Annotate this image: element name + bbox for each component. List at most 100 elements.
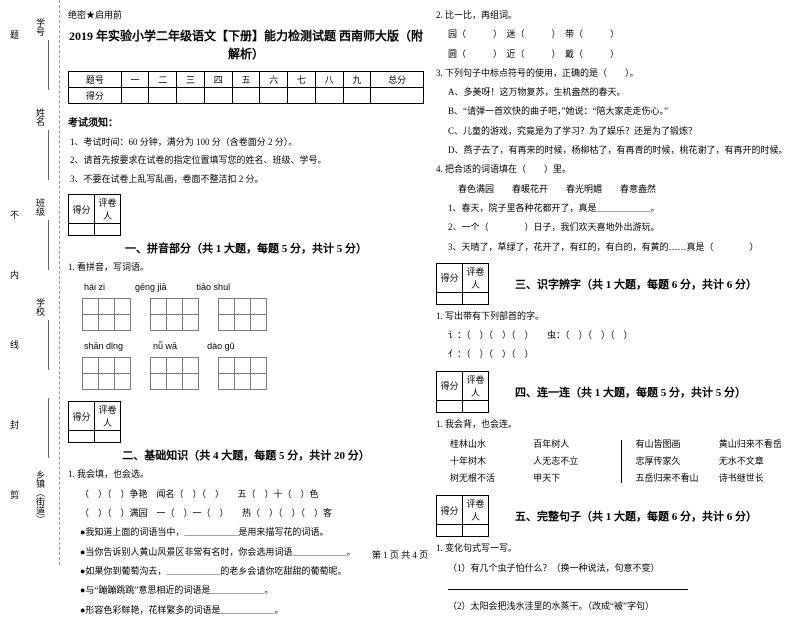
q2-4: 4. 把合适的词语填在（ ）里。: [436, 162, 792, 177]
section-2-title: 二、基础知识（共 4 大题，每题 5 分，共计 20 分）: [68, 447, 424, 463]
match-item: 甲天下: [533, 470, 606, 487]
pinyin: nǚ wā: [153, 341, 177, 351]
cell: 七: [288, 72, 316, 88]
q2-3-opt: B、“请弹一首欢快的曲子吧，”她说：“陪大家走走伤心。”: [436, 104, 792, 119]
scorebox-score: 得分: [437, 496, 463, 525]
binding-field-town: 乡镇（街道）: [34, 470, 47, 524]
secret-mark: 绝密★启用前: [68, 8, 424, 21]
pinyin-row-1: hái zi gēng jiā tiāo shuǐ: [84, 282, 424, 292]
scorebox-marker: 评卷人: [95, 402, 121, 431]
q2-4-line: 1、春天，院子里各种花都开了，真是＿＿＿＿＿＿。: [436, 201, 792, 216]
pinyin: dào gǔ: [207, 341, 235, 351]
scorebox: 得分评卷人: [68, 401, 121, 443]
cell: [69, 431, 95, 443]
pinyin: gēng jiā: [135, 282, 167, 292]
cell: [232, 88, 260, 104]
scorebox: 得分评卷人: [68, 194, 121, 236]
instruction-item: 1、考试时间：60 分钟，满分为 100 分（含卷面分 2 分）。: [68, 135, 424, 149]
binding-char: 封: [8, 420, 21, 431]
cell: 五: [232, 72, 260, 88]
binding-char: 剪: [8, 490, 21, 501]
section-5-head: 得分评卷人 五、完整句子（共 1 大题，每题 6 分，共计 6 分）: [436, 495, 792, 537]
section-4-title: 四、连一连（共 1 大题，每题 5 分，共计 5 分）: [495, 384, 746, 400]
q2-2: 2. 比一比，再组词。: [436, 8, 792, 23]
q2-3-opt: A、多美呀！这万物复苏，生机盎然的春天。: [436, 85, 792, 100]
answer-line: [436, 580, 792, 595]
match-divider: [621, 440, 622, 483]
scorebox-marker: 评卷人: [95, 195, 121, 224]
binding-line: [48, 40, 49, 90]
scorebox-marker: 评卷人: [463, 263, 489, 292]
section-4-head: 得分评卷人 四、连一连（共 1 大题，每题 5 分，共计 5 分）: [436, 371, 792, 413]
scorebox: 得分评卷人: [436, 263, 489, 305]
match-item: 桂林山水: [450, 436, 523, 453]
char-grid: [82, 357, 130, 389]
match-columns: 桂林山水 十年树木 树无根不活 百年树人 人无志不立 甲天下 有山皆图画 忠厚传…: [450, 436, 792, 487]
q4-1: 1. 我会背，也会连。: [436, 417, 792, 432]
cell: [371, 88, 424, 104]
char-grid: [218, 357, 266, 389]
q2-4-words: 春色满园 春暖花开 春光明媚 春意盎然: [436, 182, 792, 197]
exam-page: 学号 姓名 班级 学校 乡镇（街道） 题 不 内 线 封 剪 绝密★启用前 20…: [0, 0, 800, 565]
cell: [95, 431, 121, 443]
match-item: 无水不文章: [719, 453, 792, 470]
section-5-title: 五、完整句子（共 1 大题，每题 6 分，共计 6 分）: [495, 508, 757, 524]
binding-line: [48, 220, 49, 270]
q2-4-line: 2、一个（ ）日子，我们欢天喜地外出游玩。: [436, 220, 792, 235]
binding-char: 不: [8, 210, 21, 221]
section-3-title: 三、识字辨字（共 1 大题，每题 6 分，共计 6 分）: [495, 276, 757, 292]
q2-1-line: （ ）（ ）满园 一（ ）一（ ） 热（ ）（ ）（ ）客: [68, 506, 424, 521]
binding-line: [48, 398, 49, 458]
cell: 九: [343, 72, 371, 88]
cell: [69, 224, 95, 236]
section-3-head: 得分评卷人 三、识字辨字（共 1 大题，每题 6 分，共计 6 分）: [436, 263, 792, 305]
content-area: 绝密★启用前 2019 年实验小学二年级语文【下册】能力检测试题 西南师大版（附…: [60, 0, 800, 565]
cell: 八: [315, 72, 343, 88]
match-item: 有山皆图画: [636, 436, 709, 453]
match-item: 诗书继世长: [719, 470, 792, 487]
cell: 题号: [69, 72, 122, 88]
pinyin: shān dǐng: [84, 341, 123, 351]
q1-1: 1. 看拼音，写词语。: [68, 260, 424, 275]
q2-1-line: ●与“蹦蹦跳跳”意思相近的词语是＿＿＿＿＿＿。: [68, 583, 424, 598]
match-item: 人无志不立: [533, 453, 606, 470]
binding-char: 题: [8, 30, 21, 41]
cell: [315, 88, 343, 104]
q3-1-line2: 亻：（ ）（ ）（ ）: [436, 347, 792, 362]
q2-4-line: 3、天晴了，草绿了，花开了，有红的，有白的，有黄的……真是（ ）: [436, 240, 792, 255]
pinyin: tiāo shuǐ: [197, 282, 231, 292]
score-value-row: 得分: [69, 88, 424, 104]
cell: 二: [149, 72, 177, 88]
scorebox-score: 得分: [69, 195, 95, 224]
binding-char: 线: [8, 340, 21, 351]
match-item: 忠厚传家久: [636, 453, 709, 470]
q3-1-line: 讠：（ ）（ ）（ ） 虫：（ ）（ ）（ ）: [436, 328, 792, 343]
cell: [463, 292, 489, 304]
binding-line: [48, 320, 49, 370]
cell: [437, 292, 463, 304]
q2-1-line: ●我知道上面的词语当中，＿＿＿＿＿＿是用来描写花的词语。: [68, 525, 424, 540]
scorebox-marker: 评卷人: [463, 496, 489, 525]
scorebox-score: 得分: [437, 371, 463, 400]
match-col-c: 有山皆图画 忠厚传家久 五岳归来不看山: [636, 436, 709, 487]
exam-title: 2019 年实验小学二年级语文【下册】能力检测试题 西南师大版（附解析）: [68, 27, 424, 63]
cell: 得分: [69, 88, 122, 104]
cell: [437, 400, 463, 412]
char-grid: [218, 298, 266, 330]
cell: [437, 525, 463, 537]
scorebox-marker: 评卷人: [463, 371, 489, 400]
section-2-head: 得分评卷人: [68, 401, 424, 443]
binding-column: 学号 姓名 班级 学校 乡镇（街道） 题 不 内 线 封 剪: [0, 0, 60, 565]
cell: [149, 88, 177, 104]
cell: 总分: [371, 72, 424, 88]
binding-char: 内: [8, 270, 21, 281]
char-grid: [150, 357, 198, 389]
match-col-b: 百年树人 人无志不立 甲天下: [533, 436, 606, 487]
scorebox: 得分评卷人: [436, 371, 489, 413]
match-col-d: 黄山归来不看岳 无水不文章 诗书继世长: [719, 436, 792, 487]
q2-1-line: ●形容色彩鲜艳，花样繁多的词语是＿＿＿＿＿＿。: [68, 603, 424, 618]
q3-1: 1. 写出带有下列部首的字。: [436, 309, 792, 324]
score-table: 题号 一 二 三 四 五 六 七 八 九 总分 得分: [68, 71, 424, 104]
cell: [95, 224, 121, 236]
match-item: 百年树人: [533, 436, 606, 453]
